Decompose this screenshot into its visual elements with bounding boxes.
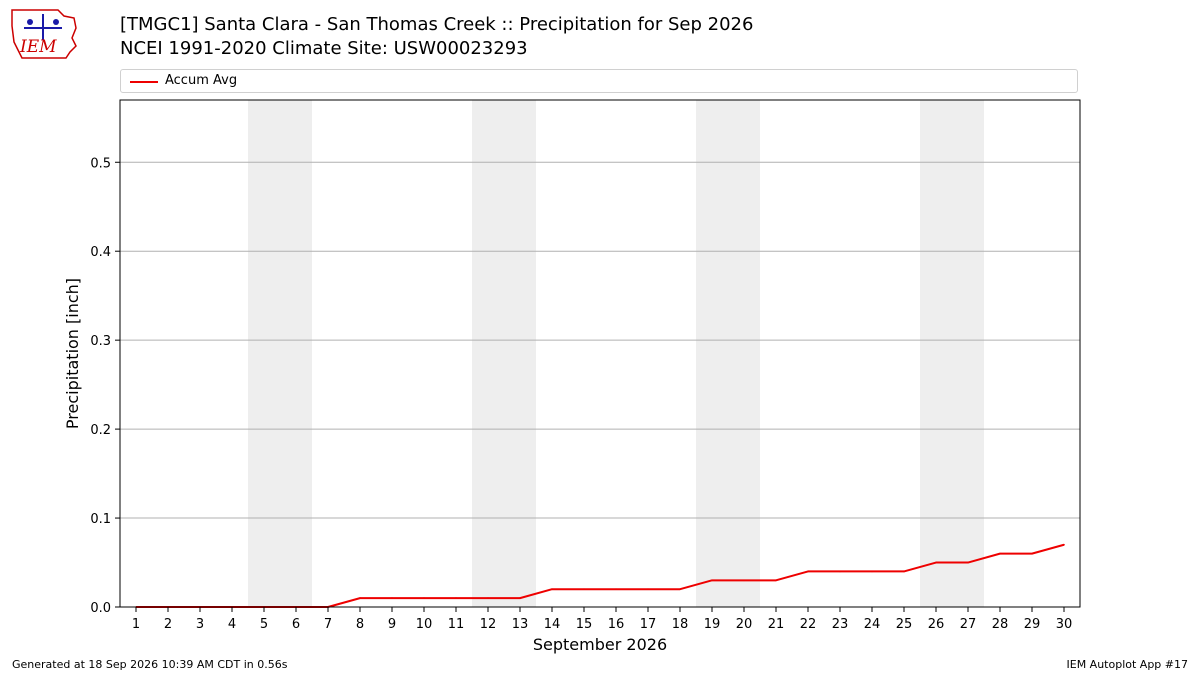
weekend-band-3 — [696, 100, 760, 607]
x-tick-label: 15 — [576, 617, 593, 632]
x-tick-label: 8 — [356, 617, 364, 632]
data-point — [551, 588, 553, 591]
data-point — [1063, 543, 1065, 546]
x-tick-label: 10 — [416, 617, 433, 632]
y-axis: 0.0 0.1 0.2 0.3 0.4 0.5 — [90, 156, 120, 616]
x-tick-label: 7 — [324, 617, 332, 632]
x-tick-label: 20 — [736, 617, 753, 632]
y-tick-label: 0.0 — [90, 601, 111, 616]
x-tick-label: 24 — [864, 617, 881, 632]
grid-lines — [120, 161, 1080, 519]
x-tick-label: 5 — [260, 617, 268, 632]
x-axis-label: September 2026 — [533, 635, 667, 654]
title-line-2: NCEI 1991-2020 Climate Site: USW00023293 — [120, 38, 528, 59]
data-point — [519, 597, 521, 599]
x-tick-label: 12 — [480, 617, 497, 632]
data-point — [455, 597, 457, 599]
weekend-band-4 — [920, 100, 984, 607]
plot-frame — [119, 99, 1081, 608]
data-point — [423, 597, 425, 599]
x-tick-label: 25 — [896, 617, 913, 632]
data-point — [839, 570, 841, 573]
data-point — [903, 570, 905, 573]
data-point — [647, 588, 649, 591]
data-point — [807, 570, 809, 573]
data-point — [775, 579, 777, 582]
x-tick-label: 21 — [768, 617, 785, 632]
y-tick-label: 0.2 — [90, 423, 111, 438]
data-point — [391, 597, 393, 599]
weekend-band-1 — [248, 100, 312, 607]
x-tick-label: 29 — [1024, 617, 1041, 632]
x-tick-label: 19 — [704, 617, 721, 632]
x-axis: 1 2 3 4 5 6 7 8 9 10 11 12 13 14 15 16 17 18 19 20 21 22 23 24 2… — [132, 607, 1072, 632]
data-point — [871, 570, 873, 573]
data-point — [679, 588, 681, 591]
data-point — [743, 579, 745, 582]
x-tick-label: 30 — [1056, 617, 1073, 632]
x-tick-label: 1 — [132, 617, 140, 632]
x-tick-label: 2 — [164, 617, 172, 632]
iem-logo-graphic: IEM — [11, 9, 77, 59]
x-tick-label: 6 — [292, 617, 300, 632]
logo-text: IEM — [19, 37, 57, 57]
y-tick-label: 0.5 — [90, 156, 111, 171]
legend: Accum Avg — [120, 69, 1078, 93]
data-point — [935, 561, 937, 564]
legend-swatch-accum-avg — [130, 81, 158, 83]
x-tick-label: 13 — [512, 617, 529, 632]
x-tick-label: 16 — [608, 617, 625, 632]
app-label: IEM Autoplot App #17 — [1066, 658, 1189, 671]
weekend-band-2 — [472, 100, 536, 607]
data-point — [1031, 552, 1033, 555]
data-point — [615, 588, 617, 591]
x-tick-label: 17 — [640, 617, 657, 632]
x-tick-label: 22 — [800, 617, 817, 632]
data-point — [711, 579, 713, 582]
x-tick-label: 9 — [388, 617, 396, 632]
x-tick-label: 3 — [196, 617, 204, 632]
x-tick-label: 23 — [832, 617, 849, 632]
generated-timestamp: Generated at 18 Sep 2026 10:39 AM CDT in… — [12, 658, 288, 671]
chart-title: [TMGC1] Santa Clara - San Thomas Creek :… — [120, 13, 753, 61]
y-tick-label: 0.1 — [90, 512, 111, 527]
data-point — [999, 552, 1001, 555]
legend-label-accum-avg: Accum Avg — [165, 73, 238, 88]
x-tick-label: 4 — [228, 617, 236, 632]
x-tick-label: 18 — [672, 617, 689, 632]
title-line-1: [TMGC1] Santa Clara - San Thomas Creek :… — [120, 14, 754, 35]
data-point — [583, 588, 585, 591]
iem-logo: IEM — [8, 6, 82, 60]
data-point — [359, 597, 361, 599]
y-axis-label: Precipitation [inch] — [63, 278, 82, 429]
y-tick-label: 0.4 — [90, 245, 111, 260]
y-tick-label: 0.3 — [90, 334, 111, 349]
weekend-bands — [248, 100, 984, 607]
x-tick-label: 14 — [544, 617, 561, 632]
x-tick-label: 11 — [448, 617, 465, 632]
data-point — [967, 561, 969, 564]
data-point — [487, 597, 489, 599]
x-tick-label: 27 — [960, 617, 977, 632]
x-tick-label: 26 — [928, 617, 945, 632]
x-tick-label: 28 — [992, 617, 1009, 632]
